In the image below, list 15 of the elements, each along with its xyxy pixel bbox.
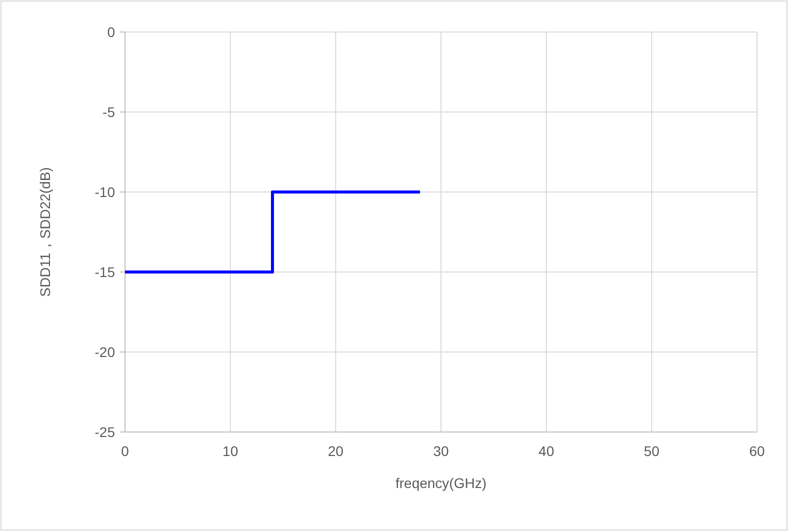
y-tick-label: 0 [107, 24, 116, 40]
x-tick-label: 20 [328, 443, 344, 459]
x-tick-label: 0 [121, 443, 130, 459]
y-tick-label: -10 [94, 184, 116, 200]
x-axis-title: freqency(GHz) [395, 475, 487, 491]
x-tick-label: 10 [222, 443, 238, 459]
y-tick-label: -5 [102, 104, 116, 120]
y-tick-label: -20 [94, 344, 116, 360]
x-tick-label: 60 [749, 443, 765, 459]
y-axis-title: SDD11，SDD22(dB) [37, 167, 53, 297]
y-tick-label: -15 [94, 264, 116, 280]
x-tick-label: 30 [433, 443, 449, 459]
x-tick-label: 50 [644, 443, 660, 459]
x-tick-label: 40 [538, 443, 554, 459]
y-tick-label: -25 [94, 424, 116, 440]
